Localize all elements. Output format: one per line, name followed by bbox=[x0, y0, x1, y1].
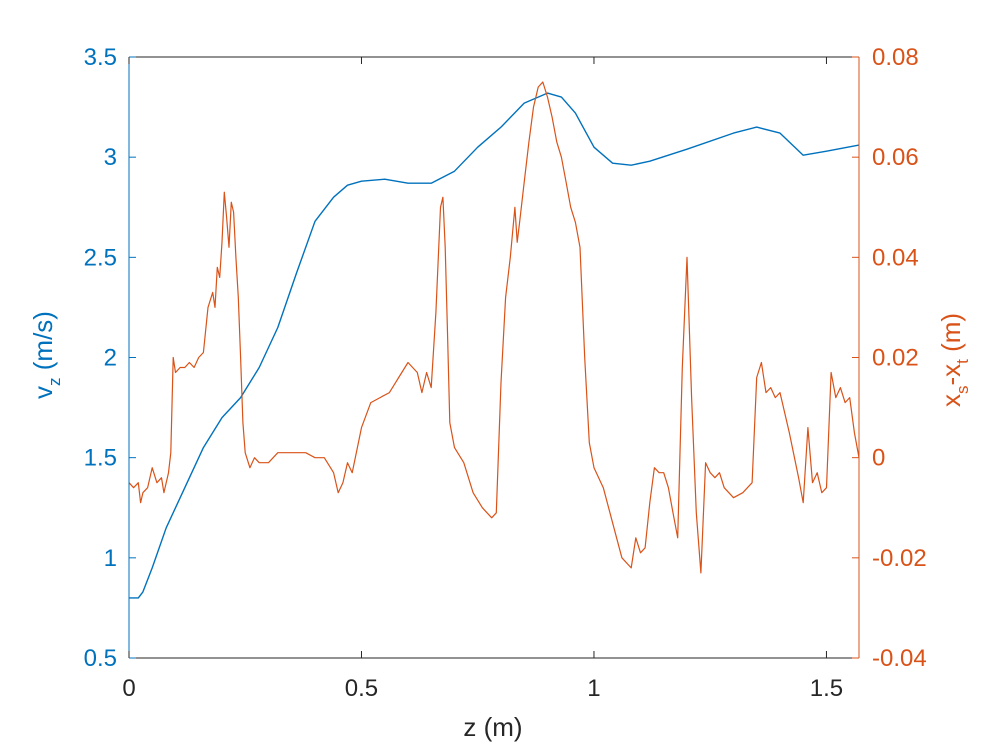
left-axis-label: vz (m/s) bbox=[28, 311, 64, 399]
right-axis-label-a: x bbox=[936, 394, 966, 407]
left-y-tick-label: 3.5 bbox=[84, 44, 117, 71]
series-line-left bbox=[129, 92, 860, 599]
x-tick-label: 0.5 bbox=[345, 675, 378, 702]
right-axis-label-unit: (m) bbox=[936, 313, 966, 359]
right-y-tick-label: -0.02 bbox=[872, 545, 927, 572]
right-axis-label-mid: -x bbox=[936, 364, 966, 386]
plot-lines bbox=[128, 81, 860, 599]
series-line-right bbox=[128, 81, 860, 574]
right-y-tick-label: -0.04 bbox=[872, 645, 927, 672]
left-y-tick-label: 2 bbox=[104, 345, 117, 372]
left-y-tick-label: 1.5 bbox=[84, 445, 117, 472]
tick-labels: 0 0.5 1 1.50.511.522.533.5-0.04-0.0200.020.… bbox=[84, 44, 927, 702]
left-axis-label-sub: z bbox=[45, 377, 64, 386]
left-axis-label-main: v bbox=[28, 386, 58, 399]
x-tick-label: 0 bbox=[122, 675, 135, 702]
right-axis-label-a-sub: s bbox=[953, 386, 972, 395]
x-axis-label: z (m) bbox=[463, 712, 522, 742]
right-y-tick-label: 0 bbox=[872, 445, 885, 472]
left-y-tick-label: 0.5 bbox=[84, 645, 117, 672]
right-y-tick-label: 0.08 bbox=[872, 44, 919, 71]
left-y-tick-label: 1 bbox=[104, 545, 117, 572]
right-y-tick-label: 0.04 bbox=[872, 244, 919, 271]
right-axis-label-b-sub: t bbox=[953, 359, 972, 364]
left-y-tick-label: 2.5 bbox=[84, 244, 117, 271]
right-axis-label: xs-xt (m) bbox=[936, 313, 972, 407]
x-tick-label: 1 bbox=[587, 675, 600, 702]
right-y-tick-label: 0.02 bbox=[872, 345, 919, 372]
right-y-tick-label: 0.06 bbox=[872, 144, 919, 171]
left-y-tick-label: 3 bbox=[104, 144, 117, 171]
x-tick-label: 1.5 bbox=[810, 675, 843, 702]
left-axis-label-unit: (m/s) bbox=[28, 311, 58, 377]
axes bbox=[128, 56, 860, 659]
